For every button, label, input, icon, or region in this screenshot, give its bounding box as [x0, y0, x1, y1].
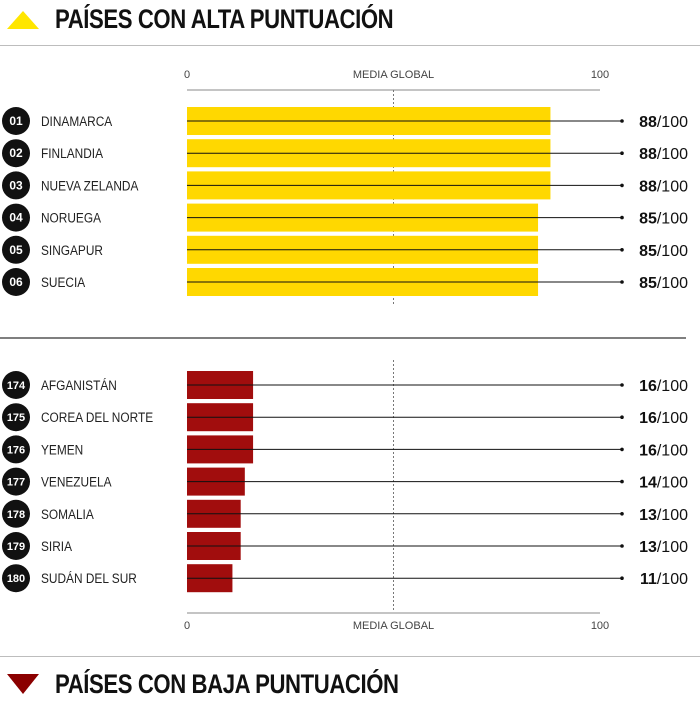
rank-number: 178 — [7, 509, 25, 521]
triangle-up-icon — [7, 11, 39, 29]
leader-dot — [620, 383, 624, 387]
leader-dot — [620, 248, 624, 252]
triangle-down-icon — [7, 674, 39, 694]
value-label: 11/100 — [640, 571, 688, 588]
rank-badge — [2, 532, 30, 560]
leader-dot — [620, 415, 624, 420]
rank-number: 175 — [7, 412, 25, 424]
country-name: SINGAPUR — [41, 242, 103, 258]
country-name: COREA DEL NORTE — [41, 409, 153, 425]
value-label: 16/100 — [639, 378, 688, 395]
value-label: 16/100 — [639, 410, 688, 427]
rank-badge — [2, 564, 30, 593]
axis-tick-label: 100 — [591, 620, 609, 632]
value-label: 13/100 — [639, 539, 688, 556]
value-label: 14/100 — [639, 475, 688, 492]
header-title-high: PAÍSES CON ALTA PUNTUACIÓN — [55, 4, 394, 34]
country-name: NORUEGA — [41, 210, 101, 226]
rank-number: 174 — [7, 380, 26, 392]
ranking-chart: 0 100 MEDIA GLOBAL 01 DINAMARCA 88/100 02 FINLA… — [0, 69, 688, 632]
header-high-score: PAÍSES CON ALTA PUNTUACIÓN — [0, 0, 700, 46]
country-name: NUEVA ZELANDA — [41, 178, 139, 194]
value-label: 16/100 — [639, 442, 688, 459]
axis-mid-label: MEDIA GLOBAL — [353, 69, 434, 81]
rank-badge — [2, 499, 30, 528]
country-name: SUECIA — [41, 274, 86, 290]
value-label: 88/100 — [639, 146, 688, 163]
country-name: SUDÁN DEL SUR — [41, 570, 137, 586]
country-name: VENEZUELA — [41, 474, 112, 490]
leader-dot — [620, 512, 624, 516]
rank-badge — [2, 235, 30, 264]
value-label: 85/100 — [639, 243, 688, 260]
leader-dot — [620, 447, 624, 452]
rank-badge — [2, 139, 30, 168]
value-label: 85/100 — [639, 211, 688, 228]
rank-number: 03 — [9, 178, 23, 192]
rank-number: 176 — [7, 444, 25, 456]
leader-dot — [620, 151, 624, 155]
rank-number: 179 — [7, 541, 25, 553]
country-name: YEMEN — [41, 442, 83, 458]
axis-tick-label: 100 — [591, 69, 609, 81]
rank-number: 02 — [9, 146, 23, 160]
country-name: FINLANDIA — [41, 145, 103, 161]
leader-dot — [620, 183, 624, 188]
rank-number: 01 — [9, 114, 23, 128]
rank-number: 04 — [9, 211, 23, 225]
value-label: 85/100 — [639, 275, 688, 292]
country-name: SOMALIA — [41, 506, 94, 522]
rank-number: 05 — [9, 243, 23, 257]
rank-number: 180 — [7, 573, 25, 585]
axis-tick-label: 0 — [184, 69, 190, 81]
rank-number: 177 — [7, 477, 25, 489]
header-low-score: PAÍSES CON BAJA PUNTUACIÓN — [0, 656, 700, 708]
header-title-low: PAÍSES CON BAJA PUNTUACIÓN — [55, 669, 399, 699]
leader-dot — [620, 215, 624, 220]
rank-badge — [2, 403, 30, 432]
leader-dot — [620, 576, 624, 580]
leader-dot — [620, 119, 624, 123]
rank-badge — [2, 371, 30, 399]
country-name: SIRIA — [41, 538, 72, 554]
value-label: 88/100 — [639, 178, 688, 195]
axis-mid-label: MEDIA GLOBAL — [353, 620, 434, 632]
country-name: AFGANISTÁN — [41, 377, 117, 393]
rank-badge — [2, 268, 30, 296]
leader-dot — [620, 544, 624, 548]
value-label: 88/100 — [639, 114, 688, 131]
rank-number: 06 — [9, 275, 23, 289]
rank-badge — [2, 107, 30, 135]
value-label: 13/100 — [639, 507, 688, 524]
leader-dot — [620, 479, 624, 484]
country-name: DINAMARCA — [41, 113, 113, 129]
axis-tick-label: 0 — [184, 620, 190, 632]
leader-dot — [620, 280, 624, 284]
rank-badge — [2, 203, 30, 232]
rank-badge — [2, 435, 30, 464]
rank-badge — [2, 467, 30, 496]
rank-badge — [2, 171, 30, 200]
